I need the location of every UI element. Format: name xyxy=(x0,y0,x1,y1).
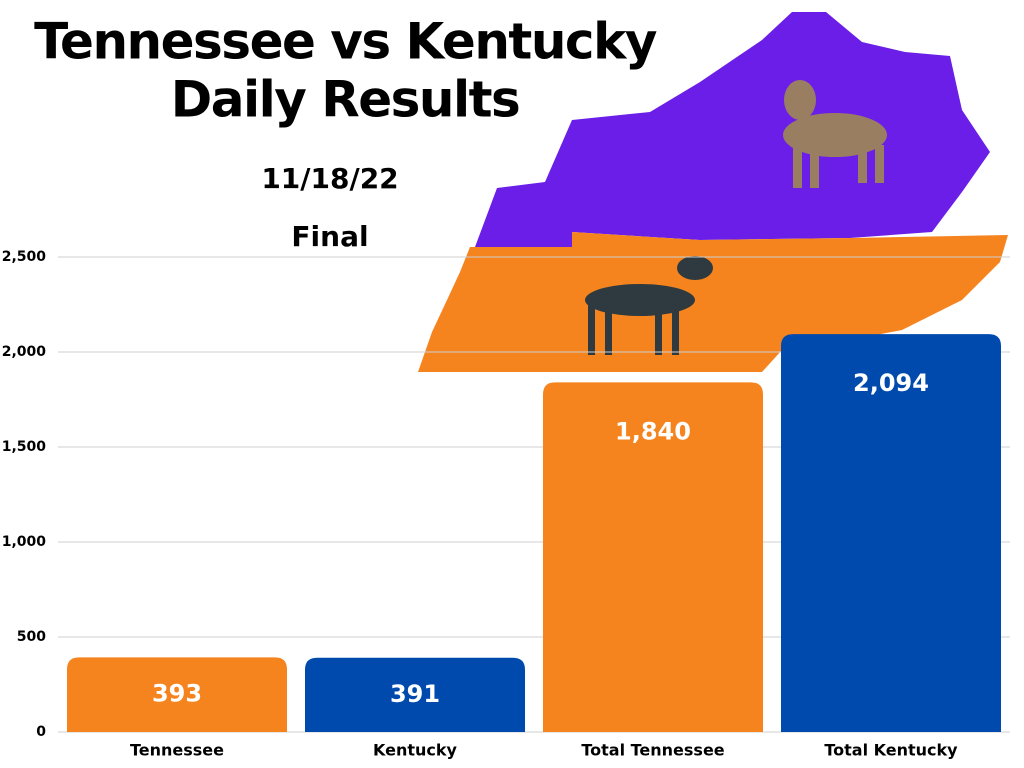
y-tick-label: 500 xyxy=(17,629,46,645)
bar xyxy=(305,657,525,732)
x-tick-label: Total Kentucky xyxy=(824,741,958,760)
x-tick-label: Total Tennessee xyxy=(581,741,724,760)
chart-title-line-1: Tennessee vs Kentucky xyxy=(34,13,657,71)
value-label: 1,840 xyxy=(615,417,691,445)
x-tick-label: Kentucky xyxy=(373,741,458,760)
kentucky-map xyxy=(475,12,990,247)
y-tick-label: 1,500 xyxy=(2,439,47,455)
chart-title-line-2: Daily Results xyxy=(171,71,520,129)
value-label: 2,094 xyxy=(853,369,929,397)
y-tick-label: 2,500 xyxy=(2,249,47,265)
value-label: 391 xyxy=(390,680,440,708)
bar xyxy=(543,382,763,732)
bar xyxy=(781,334,1001,732)
y-tick-label: 1,000 xyxy=(2,534,47,550)
value-label: 393 xyxy=(152,680,202,708)
x-tick-label: Tennessee xyxy=(130,741,224,760)
y-tick-label: 0 xyxy=(36,724,46,740)
y-tick-label: 2,000 xyxy=(2,344,47,360)
chart-subtitle: 11/18/22 xyxy=(261,162,398,195)
lynx-icon xyxy=(783,80,887,188)
bar xyxy=(67,657,287,732)
dog-icon xyxy=(585,256,713,355)
annotation: Final xyxy=(291,220,368,253)
